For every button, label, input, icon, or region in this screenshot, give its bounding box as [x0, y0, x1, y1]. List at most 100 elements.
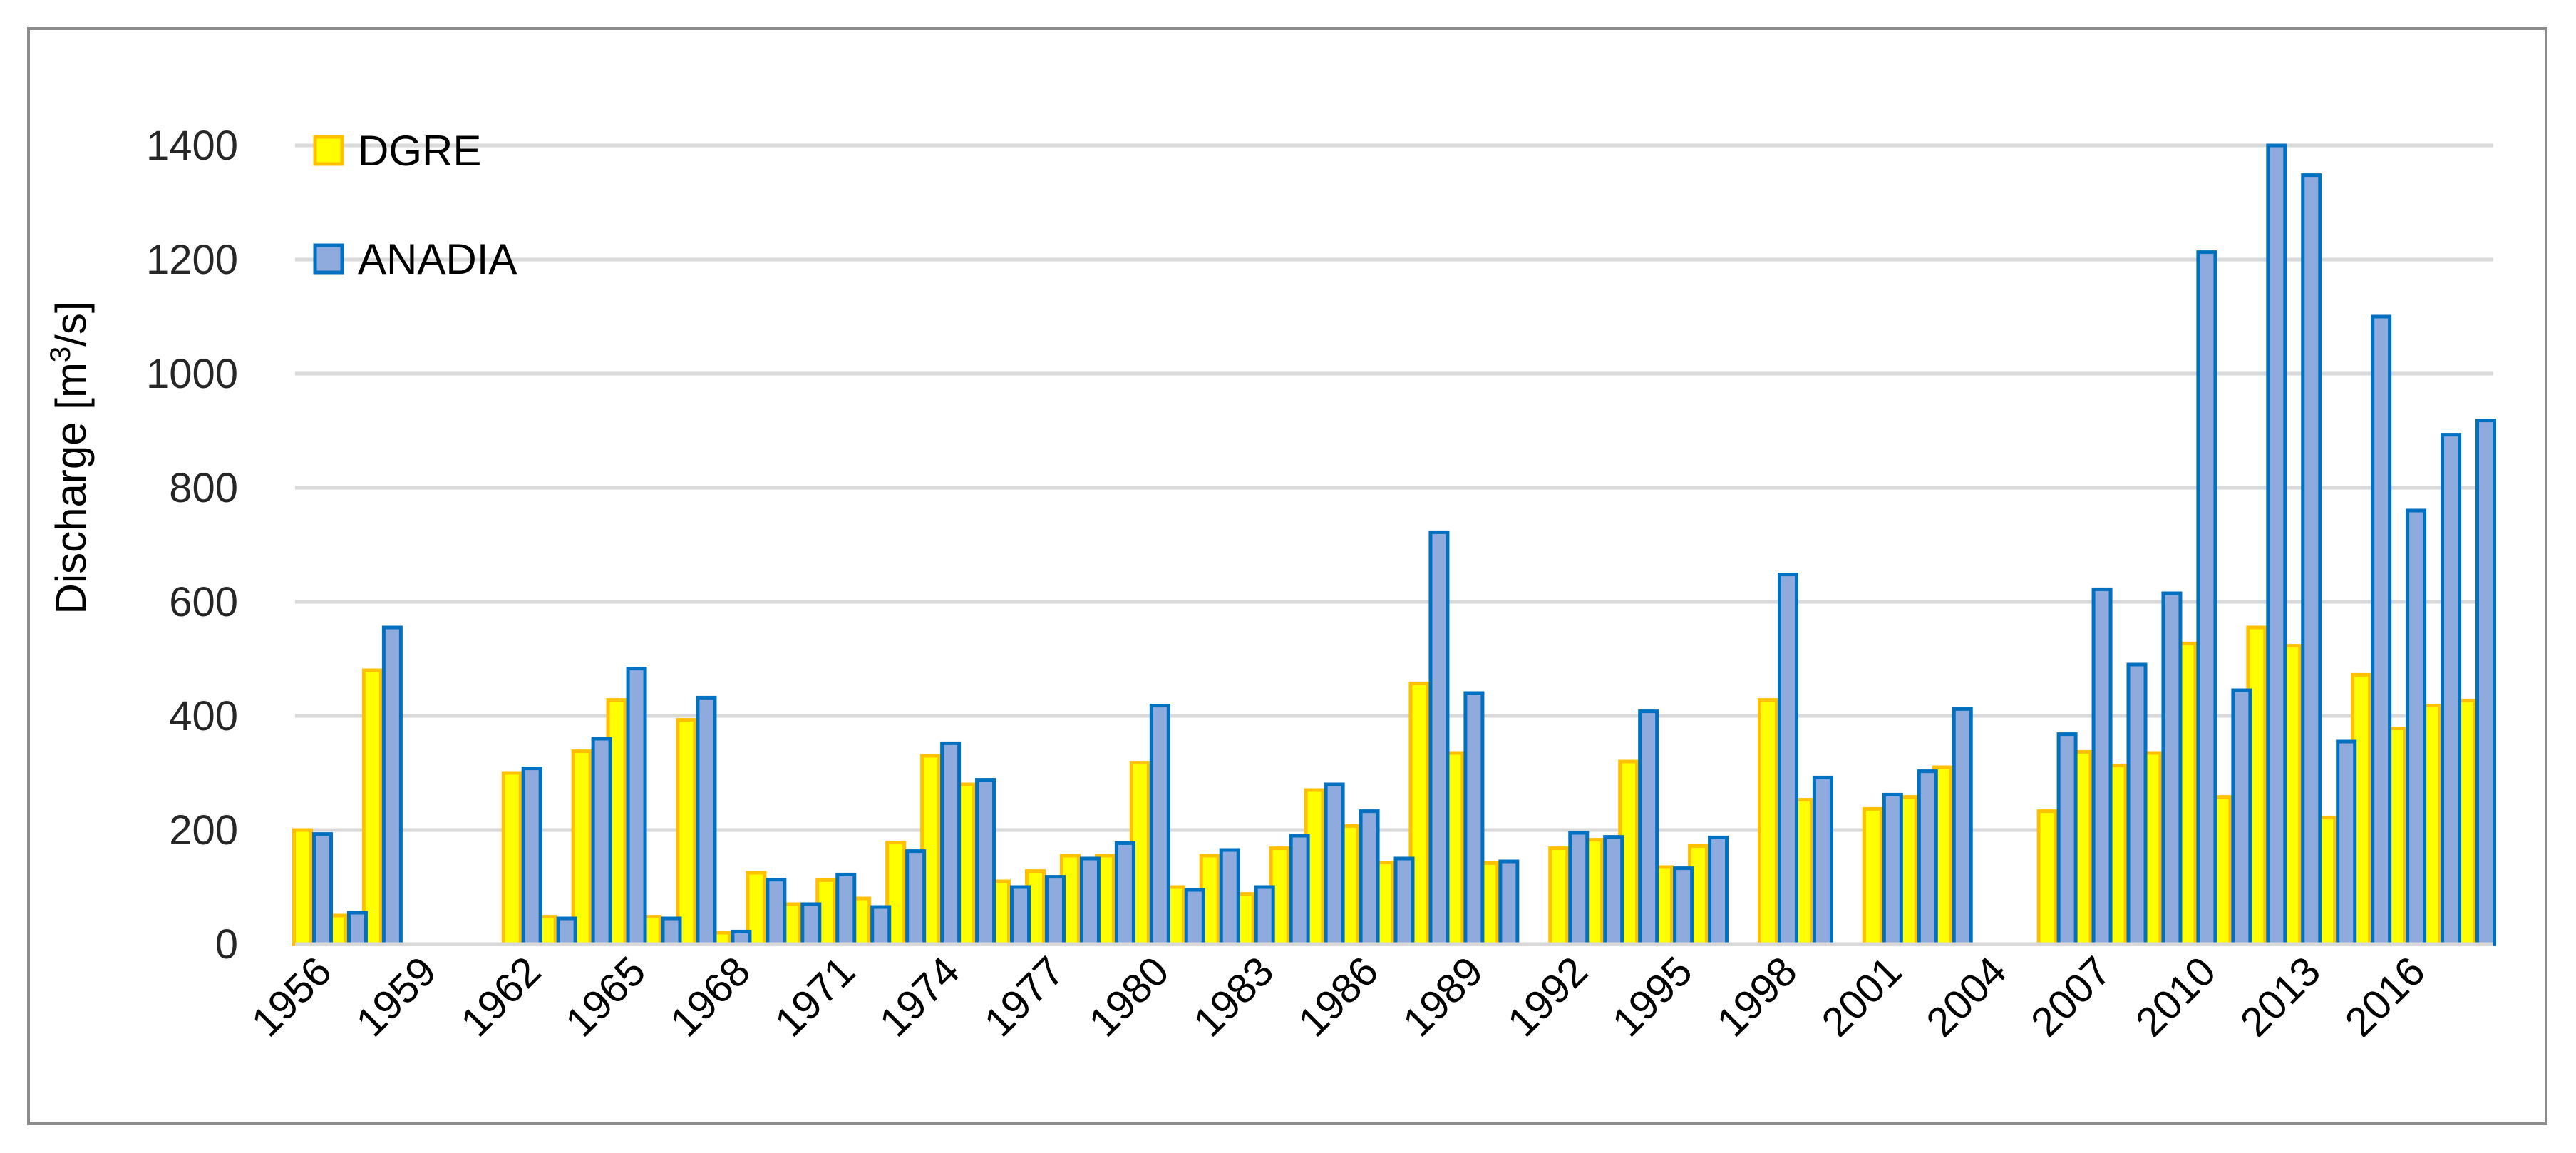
bar-anadia-1987 [1393, 856, 1415, 946]
x-tick-label-1974: 1974 [871, 948, 969, 1045]
x-tick-label-1992: 1992 [1499, 948, 1597, 1045]
bar-anadia-1983 [1254, 885, 1275, 946]
bar-anadia-2006 [2056, 732, 2078, 946]
bar-anadia-2012 [2266, 143, 2287, 946]
bar-dgre-1956 [292, 828, 313, 946]
y-axis-title-sup: 3 [45, 347, 76, 362]
bar-anadia-1982 [1219, 848, 1240, 946]
bar-anadia-1990 [1498, 859, 1520, 946]
bar-anadia-1963 [556, 916, 577, 946]
bar-anadia-1998 [1777, 573, 1798, 946]
x-tick-label-2001: 2001 [1813, 948, 1910, 1045]
bar-anadia-2013 [2301, 173, 2322, 946]
bar-anadia-1996 [1708, 835, 1729, 946]
y-tick-labels: 0 200 400 600 800 1000 1200 1400 [146, 123, 238, 968]
y-tick-label-600: 600 [169, 579, 238, 625]
y-tick-label-400: 400 [169, 693, 238, 739]
bars [292, 143, 2497, 946]
legend-swatch-anadia [313, 243, 344, 275]
x-tick-label-1971: 1971 [766, 948, 864, 1045]
bar-anadia-1975 [975, 778, 996, 946]
x-tick-label-2016: 2016 [2337, 948, 2434, 1045]
x-tick-label-1995: 1995 [1604, 948, 1701, 1045]
bar-anadia-1992 [1568, 831, 1590, 946]
x-tick-labels: 1956 1959 1962 1965 1968 1971 1974 1977 1980 1983… [242, 948, 2433, 1045]
x-tick-label-1965: 1965 [557, 948, 654, 1045]
y-tick-label-800: 800 [169, 465, 238, 511]
bar-anadia-1985 [1324, 782, 1345, 946]
bar-anadia-2002 [1917, 769, 1938, 946]
bar-anadia-1994 [1638, 709, 1659, 946]
bar-anadia-2014 [2336, 739, 2357, 946]
x-tick-label-2010: 2010 [2127, 948, 2225, 1045]
bar-anadia-1958 [381, 625, 403, 946]
x-tick-label-1998: 1998 [1708, 948, 1805, 1045]
bar-anadia-1981 [1184, 888, 1205, 946]
legend: DGRE ANADIA [313, 127, 517, 283]
bar-anadia-1984 [1289, 834, 1310, 946]
bar-anadia-2007 [2091, 587, 2113, 946]
y-axis-title: Discharge [m3/s] [45, 301, 95, 614]
legend-swatch-dgre [313, 135, 344, 166]
x-tick-label-1986: 1986 [1289, 948, 1387, 1045]
bar-dgre-1998 [1757, 698, 1778, 946]
bar-dgre-2006 [2036, 809, 2058, 946]
bar-anadia-1962 [521, 767, 542, 946]
bar-anadia-1973 [905, 849, 927, 946]
x-tick-label-1956: 1956 [242, 948, 340, 1045]
x-tick-label-1989: 1989 [1394, 948, 1492, 1045]
bar-anadia-1979 [1114, 841, 1135, 946]
bar-anadia-2017 [2441, 433, 2462, 946]
bar-anadia-1957 [346, 911, 368, 946]
x-tick-label-1962: 1962 [452, 948, 550, 1045]
y-tick-label-1000: 1000 [146, 351, 238, 397]
bar-anadia-2011 [2231, 688, 2252, 946]
y-tick-label-200: 200 [169, 807, 238, 854]
bar-dgre-1992 [1548, 846, 1570, 946]
bar-anadia-1989 [1463, 691, 1485, 946]
legend-label-anadia: ANADIA [358, 235, 517, 283]
bar-anadia-1965 [626, 667, 647, 946]
x-tick-label-2013: 2013 [2232, 948, 2329, 1045]
chart-frame: 0 200 400 600 800 1000 1200 1400 1956 1959 1962 19… [27, 27, 2547, 1125]
y-tick-label-1200: 1200 [146, 237, 238, 283]
bar-anadia-1977 [1044, 875, 1066, 946]
bar-anadia-1968 [731, 929, 752, 946]
x-tick-label-2007: 2007 [2022, 948, 2120, 1045]
bar-anadia-1976 [1010, 885, 1031, 946]
bar-dgre-1967 [676, 718, 697, 946]
bar-anadia-2018 [2475, 419, 2497, 946]
x-tick-label-1977: 1977 [975, 948, 1073, 1045]
y-tick-label-1400: 1400 [146, 123, 238, 169]
bar-anadia-1972 [870, 905, 892, 946]
bar-dgre-2001 [1862, 806, 1883, 946]
bar-anadia-1988 [1428, 530, 1450, 946]
x-tick-label-2004: 2004 [1917, 948, 2015, 1045]
bar-dgre-1962 [501, 771, 522, 946]
bar-anadia-2009 [2161, 591, 2183, 946]
bar-anadia-2003 [1952, 707, 1973, 946]
bar-anadia-2015 [2371, 314, 2392, 946]
x-tick-label-1959: 1959 [347, 948, 445, 1045]
bar-anadia-1980 [1149, 704, 1170, 946]
bar-anadia-2008 [2126, 662, 2148, 946]
bar-anadia-1974 [940, 741, 962, 946]
y-tick-label-0: 0 [215, 921, 238, 968]
bar-anadia-1969 [766, 878, 787, 946]
bar-anadia-2016 [2406, 508, 2427, 946]
bar-dgre-1964 [571, 749, 592, 946]
legend-label-dgre: DGRE [358, 127, 481, 175]
y-axis-title-tail: /s] [47, 301, 95, 346]
bar-dgre-1958 [361, 668, 383, 946]
bar-anadia-1978 [1079, 856, 1101, 946]
x-tick-label-1968: 1968 [661, 948, 759, 1045]
bar-anadia-1966 [661, 916, 682, 946]
bar-anadia-2010 [2196, 250, 2217, 946]
bar-anadia-1993 [1603, 835, 1624, 946]
gridlines [295, 143, 2493, 832]
x-tick-label-1983: 1983 [1185, 948, 1282, 1045]
bar-anadia-1999 [1812, 775, 1833, 946]
bar-anadia-1964 [591, 737, 612, 946]
bar-anadia-1956 [311, 832, 333, 946]
